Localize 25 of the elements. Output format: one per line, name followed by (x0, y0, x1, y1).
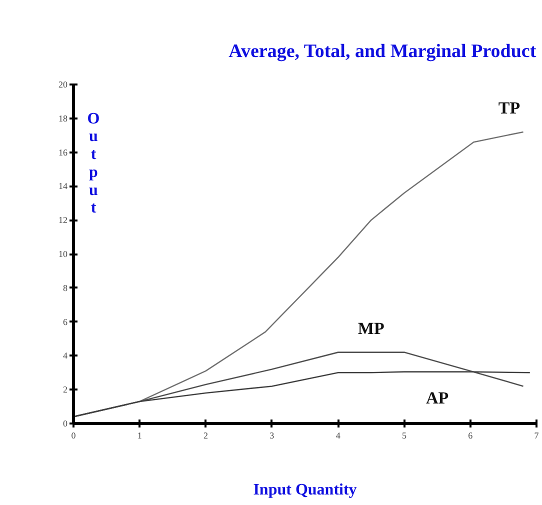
x-tick-label: 7 (534, 430, 540, 440)
y-tick-label: 14 (58, 181, 68, 192)
series-label: AP (426, 388, 449, 408)
chart-title: Average, Total, and Marginal Product (228, 41, 537, 62)
y-tick-label: 2 (63, 384, 68, 395)
y-tick-label: 16 (58, 147, 68, 158)
y-tick-label: 10 (58, 249, 68, 259)
series-label: TP (498, 98, 520, 118)
x-tick-label: 6 (468, 430, 474, 440)
x-tick-label: 3 (270, 430, 275, 440)
y-tick-label: 18 (58, 113, 68, 124)
x-tick-label: 2 (204, 430, 208, 440)
y-tick-label: 12 (58, 215, 68, 226)
x-tick-label: 5 (402, 430, 407, 440)
x-tick-label: 0 (71, 430, 76, 440)
y-tick-label: 20 (58, 80, 68, 90)
y-tick-label: 0 (63, 418, 68, 428)
series-label: MP (358, 318, 384, 338)
y-axis-title: Output (87, 110, 100, 217)
y-tick-label: 6 (63, 316, 68, 327)
y-tick-label: 8 (63, 282, 68, 293)
x-tick-label: 4 (336, 430, 341, 440)
x-tick-label: 1 (137, 430, 142, 440)
x-axis-title: Input Quantity (253, 482, 357, 498)
y-tick-label: 4 (63, 350, 68, 361)
